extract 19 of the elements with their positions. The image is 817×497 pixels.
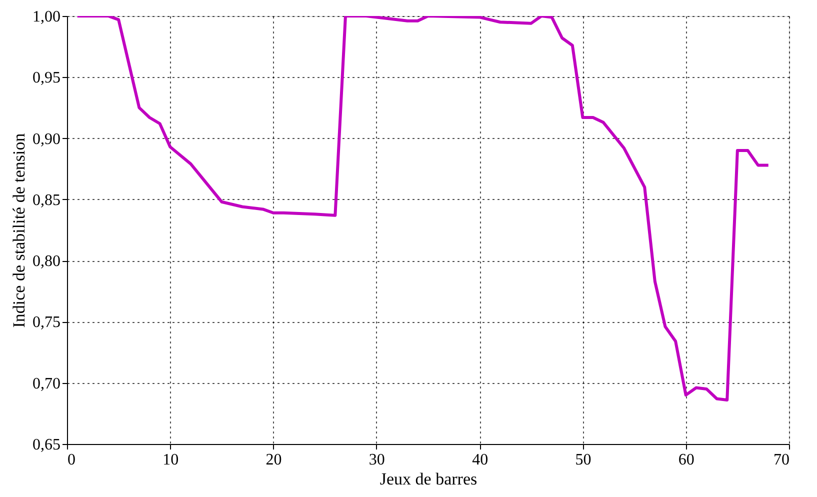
y-tick-label: 0,65: [32, 436, 60, 454]
y-tick-label: 0,95: [32, 70, 60, 87]
x-tick-label: 20: [266, 452, 282, 468]
x-tick-label: 60: [678, 452, 694, 468]
x-tick-label: 40: [472, 452, 488, 468]
x-tick-label: 70: [774, 452, 790, 468]
y-tick-label: 0,90: [32, 130, 60, 148]
x-tick-label: 30: [368, 452, 385, 468]
y-tick-label: 1,00: [32, 8, 60, 26]
y-tick-label: 0,80: [32, 253, 60, 270]
line-series: [76, 16, 770, 402]
y-tick-label: 0,85: [32, 192, 60, 209]
x-tick-label: 0: [68, 452, 76, 468]
y-tick-label: 0,75: [32, 314, 60, 332]
x-tick-label: 50: [575, 452, 592, 468]
x-axis-title: Jeux de barres: [380, 470, 478, 488]
x-tick-label: 10: [162, 452, 179, 468]
y-axis-title: Indice de stabilité de tension: [10, 132, 28, 328]
y-tick-label: 0,70: [32, 375, 60, 392]
